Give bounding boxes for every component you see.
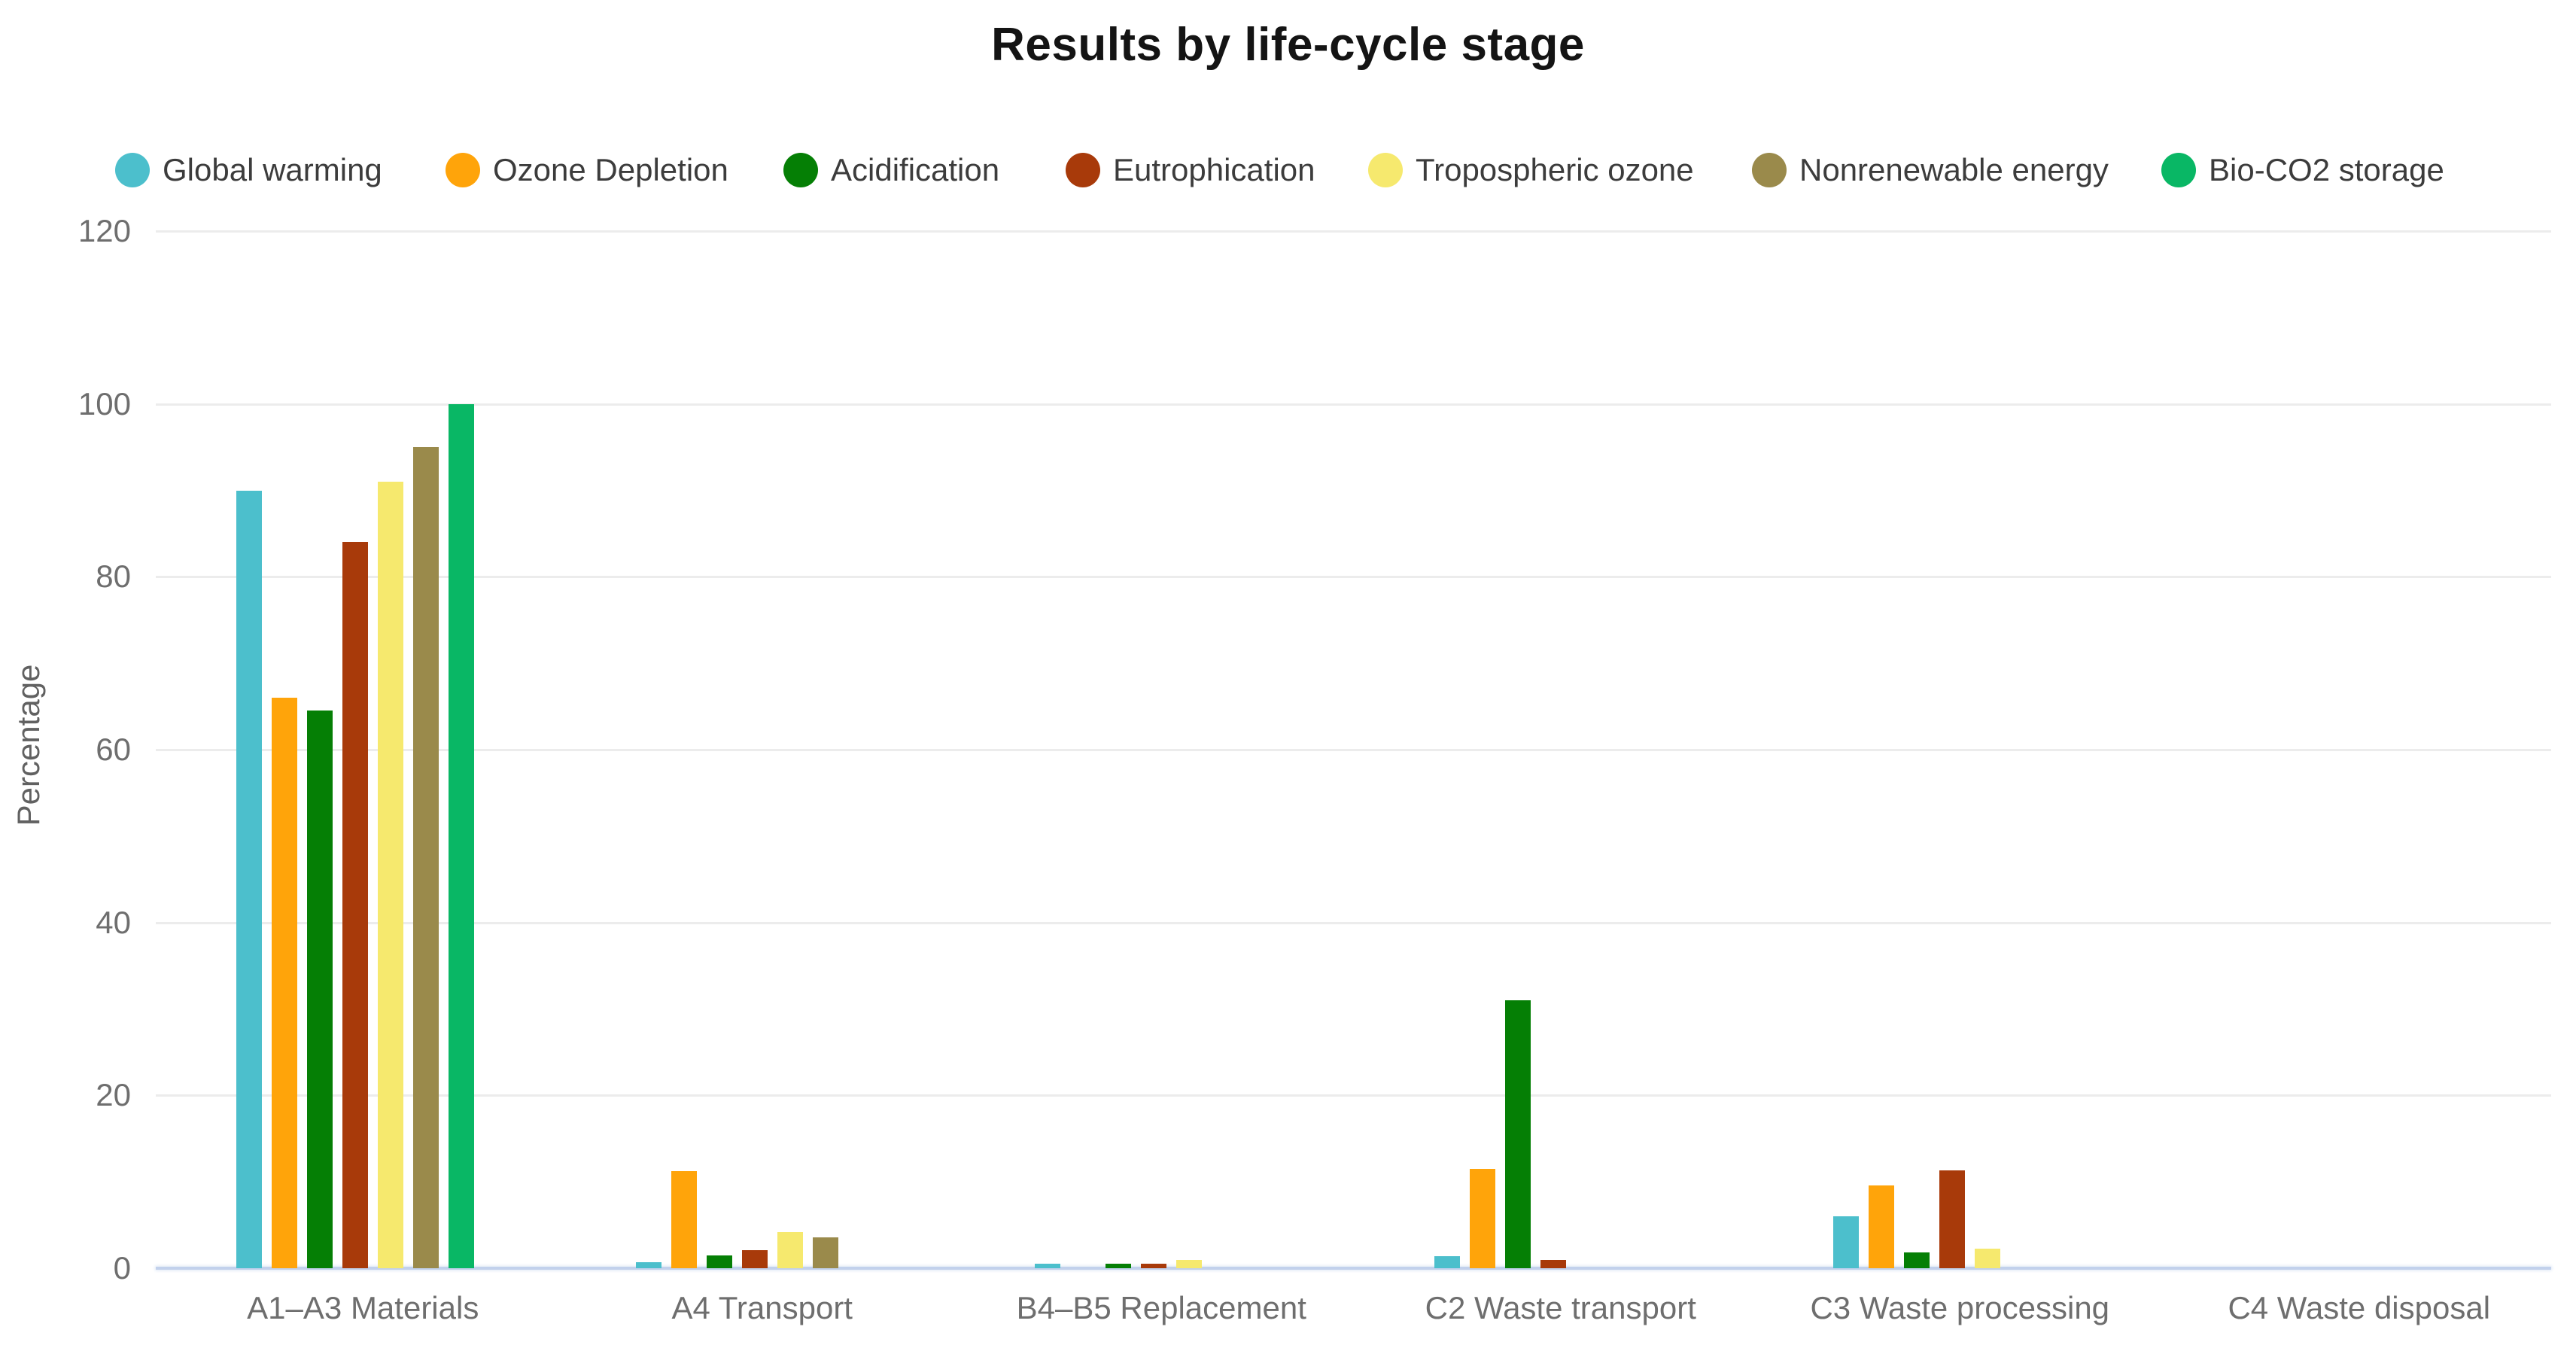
bar-eutrophication[interactable] — [1540, 1259, 1566, 1268]
legend-label: Eutrophication — [1113, 152, 1315, 187]
gridline-60 — [156, 749, 2551, 751]
gridline-40 — [156, 921, 2551, 924]
legend-swatch-icon — [115, 153, 150, 187]
bar-global-warming[interactable] — [236, 490, 263, 1268]
y-tick-label-60: 60 — [96, 732, 131, 767]
y-tick-label-40: 40 — [96, 904, 131, 940]
legend-label: Nonrenewable energy — [1799, 152, 2109, 187]
gridline-80 — [156, 576, 2551, 579]
bar-ozone-depletion[interactable] — [1869, 1185, 1895, 1268]
bar-eutrophication[interactable] — [342, 542, 369, 1268]
x-axis-line — [156, 1267, 2551, 1270]
plot-area — [156, 230, 2552, 1270]
legend-item-global-warming[interactable]: Global warming — [115, 152, 382, 188]
bar-global-warming[interactable] — [635, 1261, 661, 1268]
bar-tropospheric-ozone[interactable] — [777, 1231, 803, 1268]
x-axis-label-a1-a3-materials: A1–A3 Materials — [247, 1290, 479, 1325]
gridline-100 — [156, 403, 2551, 406]
legend-label: Global warming — [163, 152, 382, 187]
bar-group-c2-waste-transport — [1354, 231, 1753, 1268]
x-axis-label-c2-waste-transport: C2 Waste transport — [1425, 1290, 1696, 1325]
y-tick-label-100: 100 — [78, 385, 131, 421]
legend-label: Acidification — [831, 152, 1000, 187]
legend-item-tropospheric-ozone[interactable]: Tropospheric ozone — [1368, 152, 1694, 188]
chart-title: Results by life-cycle stage — [991, 19, 1585, 71]
bar-group-a4-transport — [555, 231, 955, 1268]
bar-nonrenewable-energy[interactable] — [413, 447, 439, 1268]
bar-acidification[interactable] — [1904, 1252, 1930, 1268]
legend-swatch-icon — [446, 153, 480, 187]
x-axis-label-b4-b5-replacement: B4–B5 Replacement — [1016, 1290, 1306, 1325]
bar-tropospheric-ozone[interactable] — [1975, 1248, 2001, 1268]
bar-acidification[interactable] — [706, 1255, 732, 1268]
y-tick-label-120: 120 — [78, 213, 131, 248]
x-axis-label-c3-waste-processing: C3 Waste processing — [1810, 1290, 2110, 1325]
legend-item-nonrenewable-energy[interactable]: Nonrenewable energy — [1752, 152, 2109, 188]
bar-group-a1-a3-materials — [156, 231, 555, 1268]
y-tick-label-0: 0 — [113, 1250, 131, 1286]
bar-acidification[interactable] — [1504, 1000, 1531, 1268]
bar-eutrophication[interactable] — [1939, 1170, 1966, 1268]
bar-acidification[interactable] — [1106, 1264, 1132, 1268]
bar-ozone-depletion[interactable] — [1469, 1168, 1495, 1268]
gridline-20 — [156, 1094, 2551, 1097]
bar-global-warming[interactable] — [1434, 1255, 1460, 1268]
legend-swatch-icon — [1752, 153, 1787, 187]
bar-global-warming[interactable] — [1833, 1216, 1860, 1268]
bar-ozone-depletion[interactable] — [272, 698, 298, 1268]
bar-eutrophication[interactable] — [741, 1249, 768, 1268]
bar-eutrophication[interactable] — [1141, 1264, 1167, 1268]
x-axis-label-c4-waste-disposal: C4 Waste disposal — [2228, 1290, 2491, 1325]
legend-swatch-icon — [1066, 153, 1100, 187]
legend-label: Tropospheric ozone — [1416, 152, 1694, 187]
legend-label: Ozone Depletion — [493, 152, 728, 187]
legend-label: Bio-CO2 storage — [2209, 152, 2444, 187]
legend-swatch-icon — [783, 153, 818, 187]
bar-group-c4-waste-disposal — [2152, 231, 2552, 1268]
bar-acidification[interactable] — [307, 711, 333, 1268]
bar-nonrenewable-energy[interactable] — [812, 1237, 838, 1268]
bar-group-c3-waste-processing — [1753, 231, 2152, 1268]
bar-ozone-depletion[interactable] — [671, 1171, 697, 1268]
y-tick-label-20: 20 — [96, 1077, 131, 1113]
bar-tropospheric-ozone[interactable] — [378, 482, 404, 1268]
legend-swatch-icon — [2161, 153, 2196, 187]
bar-tropospheric-ozone[interactable] — [1176, 1259, 1203, 1268]
legend-item-eutrophication[interactable]: Eutrophication — [1066, 152, 1315, 188]
legend-item-ozone-depletion[interactable]: Ozone Depletion — [446, 152, 728, 188]
bar-bio-co2-storage[interactable] — [449, 403, 475, 1268]
gridline-120 — [156, 230, 2551, 233]
legend-swatch-icon — [1368, 153, 1403, 187]
x-axis-label-a4-transport: A4 Transport — [671, 1290, 853, 1325]
y-tick-label-80: 80 — [96, 558, 131, 595]
legend-item-acidification[interactable]: Acidification — [783, 152, 999, 188]
bar-global-warming[interactable] — [1035, 1264, 1061, 1268]
bar-group-b4-b5-replacement — [954, 231, 1354, 1268]
legend-item-bio-co2-storage[interactable]: Bio-CO2 storage — [2161, 152, 2444, 188]
